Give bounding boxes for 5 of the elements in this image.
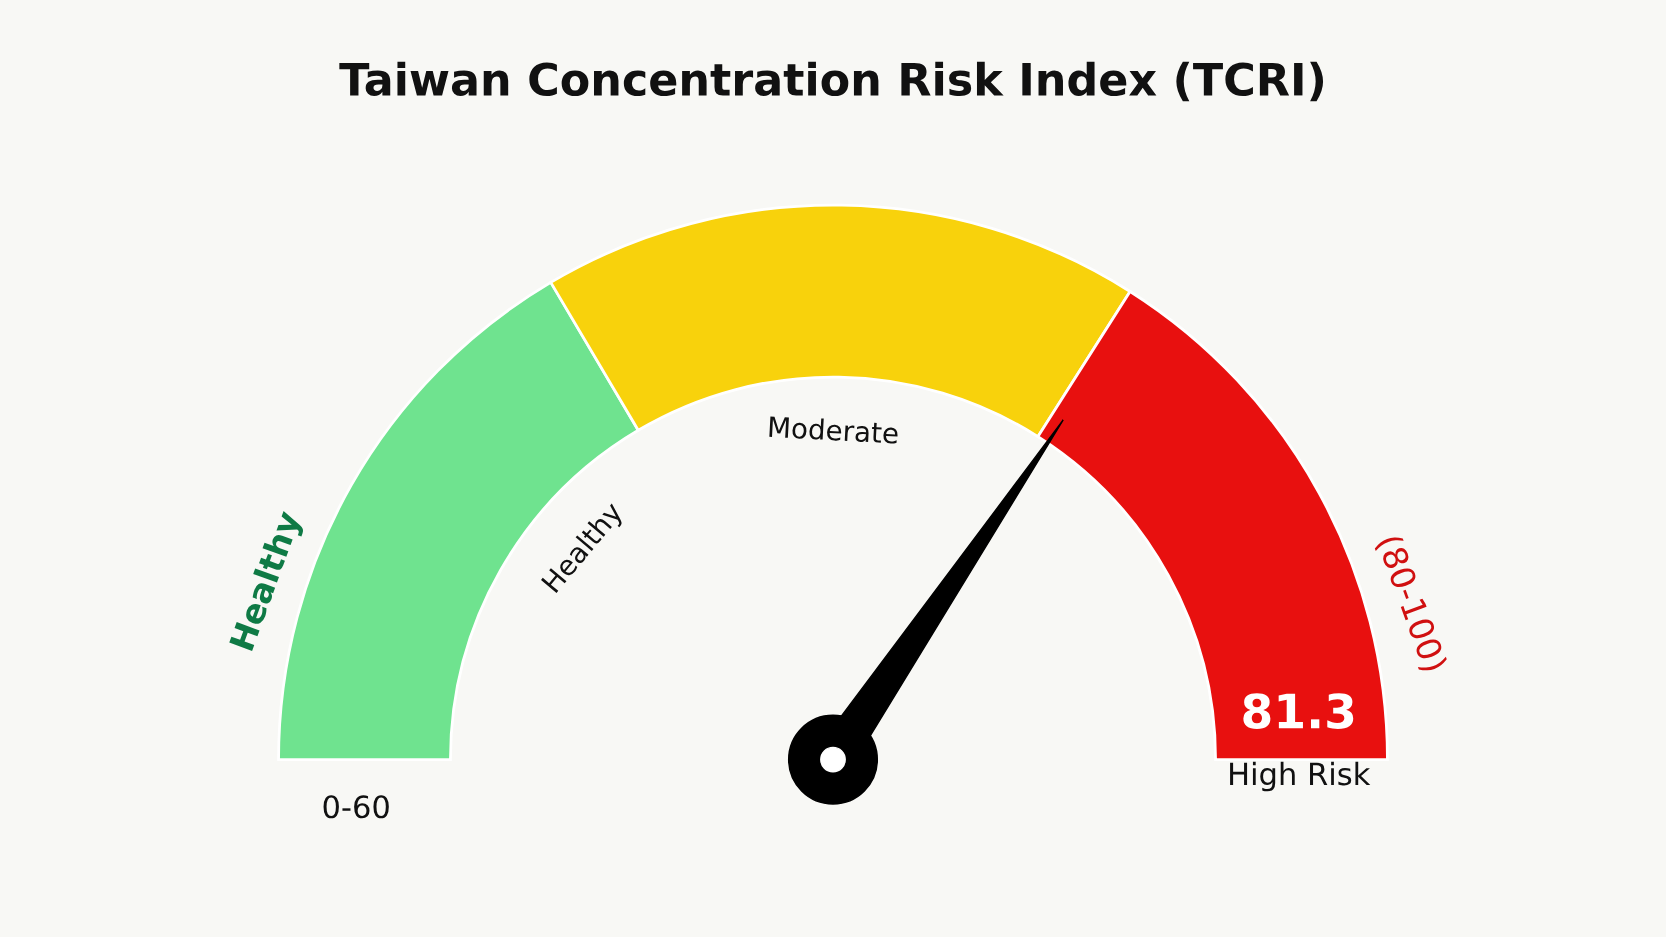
chart-title: Taiwan Concentration Risk Index (TCRI) bbox=[339, 61, 1324, 102]
text: 81.3 bbox=[1243, 693, 1354, 729]
text: 0-60 bbox=[323, 795, 389, 819]
slice-label: Moderate bbox=[769, 415, 899, 444]
slice-label: High Risk bbox=[1230, 761, 1371, 792]
